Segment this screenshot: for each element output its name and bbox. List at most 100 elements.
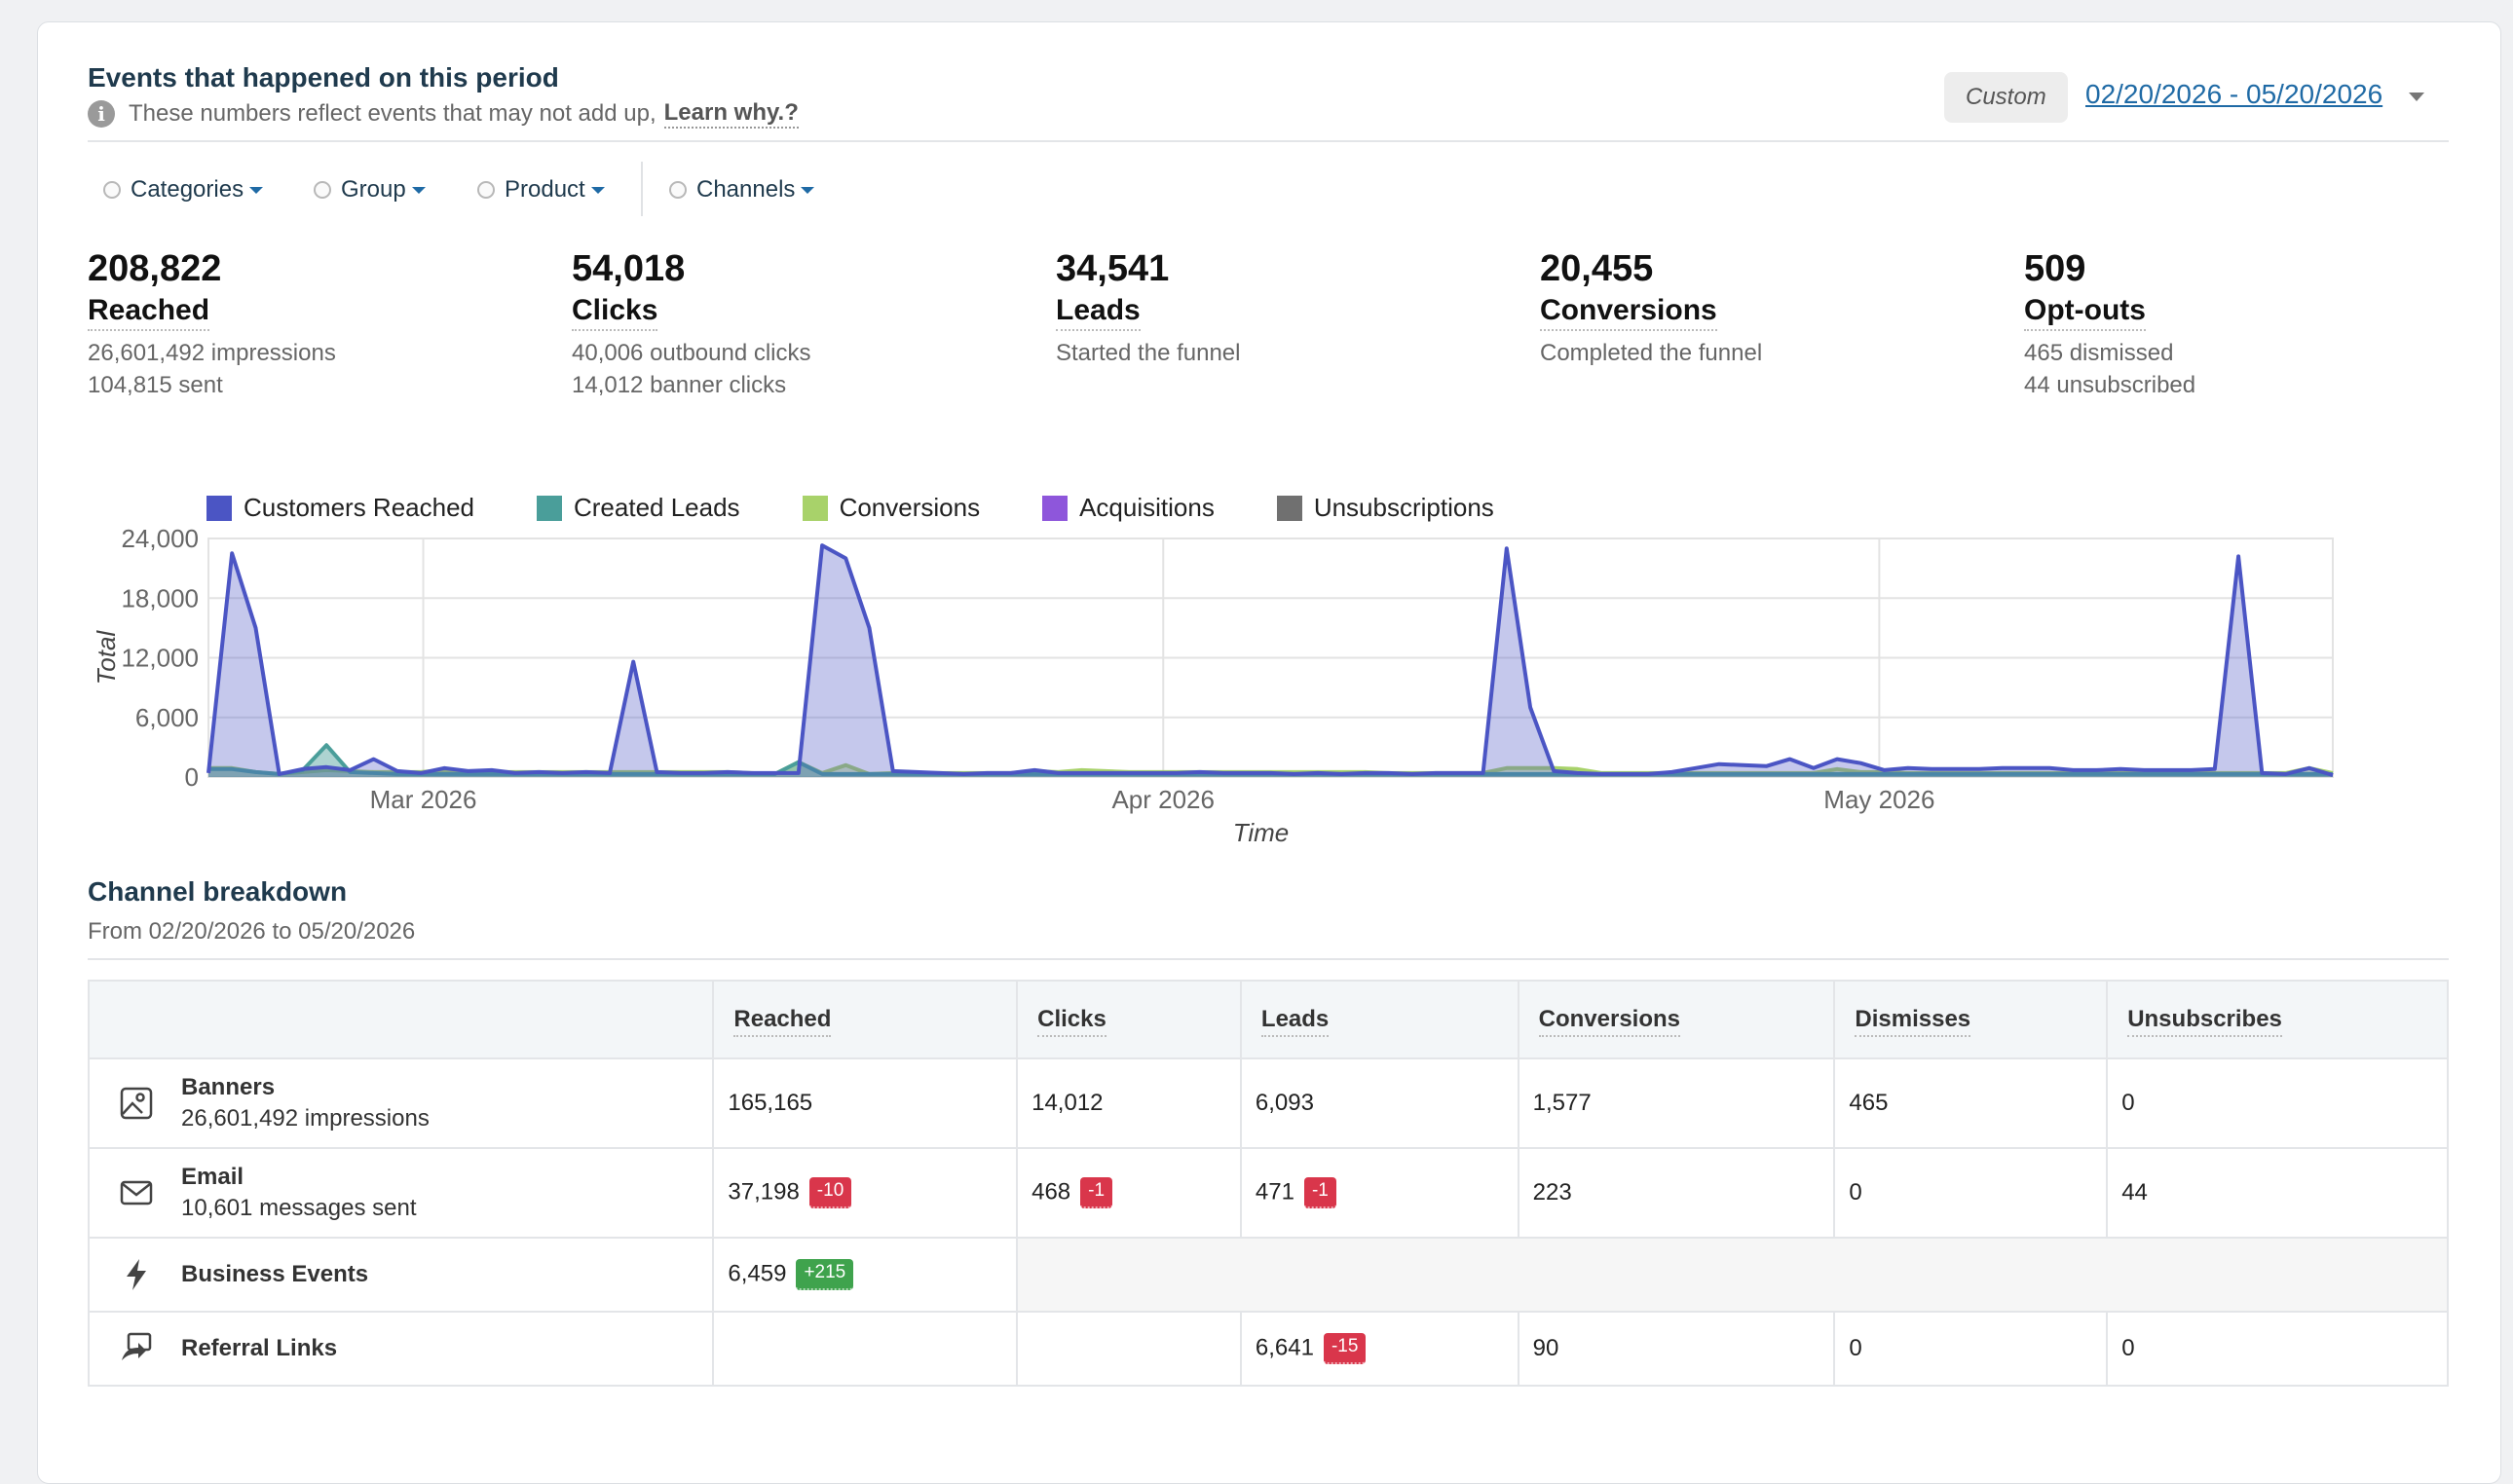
x-tick-label: May 2026 [1823,785,1934,814]
cell-conversions: 223 [1517,1147,1836,1239]
cell-reached: 37,198 -10 [712,1147,1019,1239]
stat-label: Leads [1056,294,1141,331]
legend-acquisitions[interactable]: Acquisitions [1042,493,1215,523]
radio-icon[interactable] [477,181,495,199]
radio-icon[interactable] [314,181,331,199]
legend-swatch [1276,495,1302,521]
column-header-clicks: Clicks [1016,980,1242,1059]
filter-divider [641,162,643,216]
legend-swatch [802,495,828,521]
breakdown-subtitle: From 02/20/2026 to 05/20/2026 [88,918,416,945]
cell-reached [712,1311,1019,1387]
chart-legend: Customers Reached Created Leads Conversi… [206,493,1494,523]
stat-label: Clicks [572,294,658,331]
channel-cell: Referral Links [87,1311,715,1387]
legend-swatch [206,495,232,521]
x-tick-label: Mar 2026 [370,785,477,814]
page-title: Events that happened on this period [88,62,559,93]
channel-name: Email [181,1164,244,1190]
legend-label: Created Leads [574,493,740,522]
cell-clicks: 14,012 [1016,1057,1242,1149]
stat-value: 208,822 [88,248,222,289]
cell-clicks [1016,1311,1242,1387]
stat-sub: 26,601,492 impressions [88,340,336,366]
stat-leads: 34,541 Leads Started the funnel [1056,248,1240,369]
delta-badge[interactable]: +215 [796,1259,854,1290]
cell-conversions: 1,577 [1517,1057,1836,1149]
info-note: i These numbers reflect events that may … [88,99,799,129]
column-header-dismisses: Dismisses [1833,980,2109,1059]
delta-badge[interactable]: -10 [808,1177,852,1208]
column-header-conversions: Conversions [1517,980,1836,1059]
channel-name: Banners [181,1074,276,1100]
stat-reached: 208,822 Reached 26,601,492 impressions 1… [88,248,336,401]
channel-name: Referral Links [181,1335,338,1361]
legend-unsubscriptions[interactable]: Unsubscriptions [1276,493,1494,523]
filter-label: Channels [696,176,796,203]
cell-reached: 165,165 [712,1057,1019,1149]
lightning-icon [127,1259,146,1290]
header-divider [88,140,2449,142]
channel-sub: 26,601,492 impressions [181,1105,430,1132]
cell-dismisses: 0 [1833,1311,2109,1387]
channel-cell: Banners 26,601,492 impressions [87,1057,715,1149]
legend-conversions[interactable]: Conversions [802,493,980,523]
cell-unsubscribes: 44 [2106,1147,2449,1239]
channel-cell: Business Events [87,1237,715,1313]
radio-icon[interactable] [103,181,121,199]
series-area-customers-reached [208,545,2333,777]
legend-label: Acquisitions [1079,493,1215,522]
stat-sub: 44 unsubscribed [2024,372,2196,398]
table-row-email: Email 10,601 messages sent 37,198 -10 468… [87,1147,2449,1239]
delta-badge[interactable]: -15 [1323,1333,1367,1364]
channel-breakdown-table: Reached Clicks Leads Conversions Dismiss… [87,980,2449,1387]
image-icon [120,1087,153,1120]
stat-clicks: 54,018 Clicks 40,006 outbound clicks 14,… [572,248,811,401]
learn-why-link[interactable]: Learn why.? [663,99,799,129]
y-tick-label: 18,000 [121,583,199,612]
legend-customers-reached[interactable]: Customers Reached [206,493,474,523]
cell-leads: 6,641 -15 [1239,1311,1519,1387]
filter-product[interactable]: Product [477,176,605,204]
delta-badge[interactable]: -1 [1080,1177,1113,1208]
cell-dismisses: 465 [1833,1057,2109,1149]
chevron-down-icon[interactable] [2409,93,2424,101]
y-tick-label: 12,000 [121,644,199,673]
stat-conversions: 20,455 Conversions Completed the funnel [1540,248,1762,369]
filter-channels[interactable]: Channels [669,176,815,204]
info-icon: i [88,100,115,128]
stat-value: 509 [2024,248,2086,289]
caret-down-icon [801,186,815,194]
legend-label: Unsubscriptions [1313,493,1494,522]
events-area-chart: 24,000 18,000 12,000 6,000 0 Mar 2026 Apr 2026… [92,524,2334,847]
delta-badge[interactable]: -1 [1303,1177,1336,1208]
empty-cell [1016,1237,2449,1313]
legend-label: Customers Reached [244,493,474,522]
table-row-banners: Banners 26,601,492 impressions 165,165 1… [87,1057,2449,1149]
caret-down-icon [590,186,605,194]
filter-categories[interactable]: Categories [103,176,264,204]
y-tick-label: 6,000 [135,703,199,732]
table-row-referral-links: Referral Links 6,641 -15 90 0 0 [87,1311,2449,1387]
x-axis-title: Time [1233,818,1290,847]
stat-sub: 40,006 outbound clicks [572,340,811,366]
date-range-picker[interactable]: 02/20/2026 - 05/20/2026 [2085,79,2383,109]
custom-range-pill[interactable]: Custom [1944,72,2068,123]
stat-sub: 465 dismissed [2024,340,2174,366]
series-line-customers-reached [206,543,2334,777]
cell-clicks: 468 -1 [1016,1147,1242,1239]
y-axis-title: Total [92,630,121,686]
y-tick-label: 0 [185,762,199,792]
channel-cell: Email 10,601 messages sent [87,1147,715,1239]
filter-group[interactable]: Group [314,176,426,204]
caret-down-icon [411,186,426,194]
breakdown-divider [88,958,2449,960]
radio-icon[interactable] [669,181,687,199]
legend-created-leads[interactable]: Created Leads [537,493,740,523]
stat-label: Conversions [1540,294,1717,331]
cell-dismisses: 0 [1833,1147,2109,1239]
info-note-text: These numbers reflect events that may no… [129,100,656,127]
filter-label: Group [341,176,406,203]
caret-down-icon [249,186,264,194]
column-header-unsubscribes: Unsubscribes [2106,980,2449,1059]
